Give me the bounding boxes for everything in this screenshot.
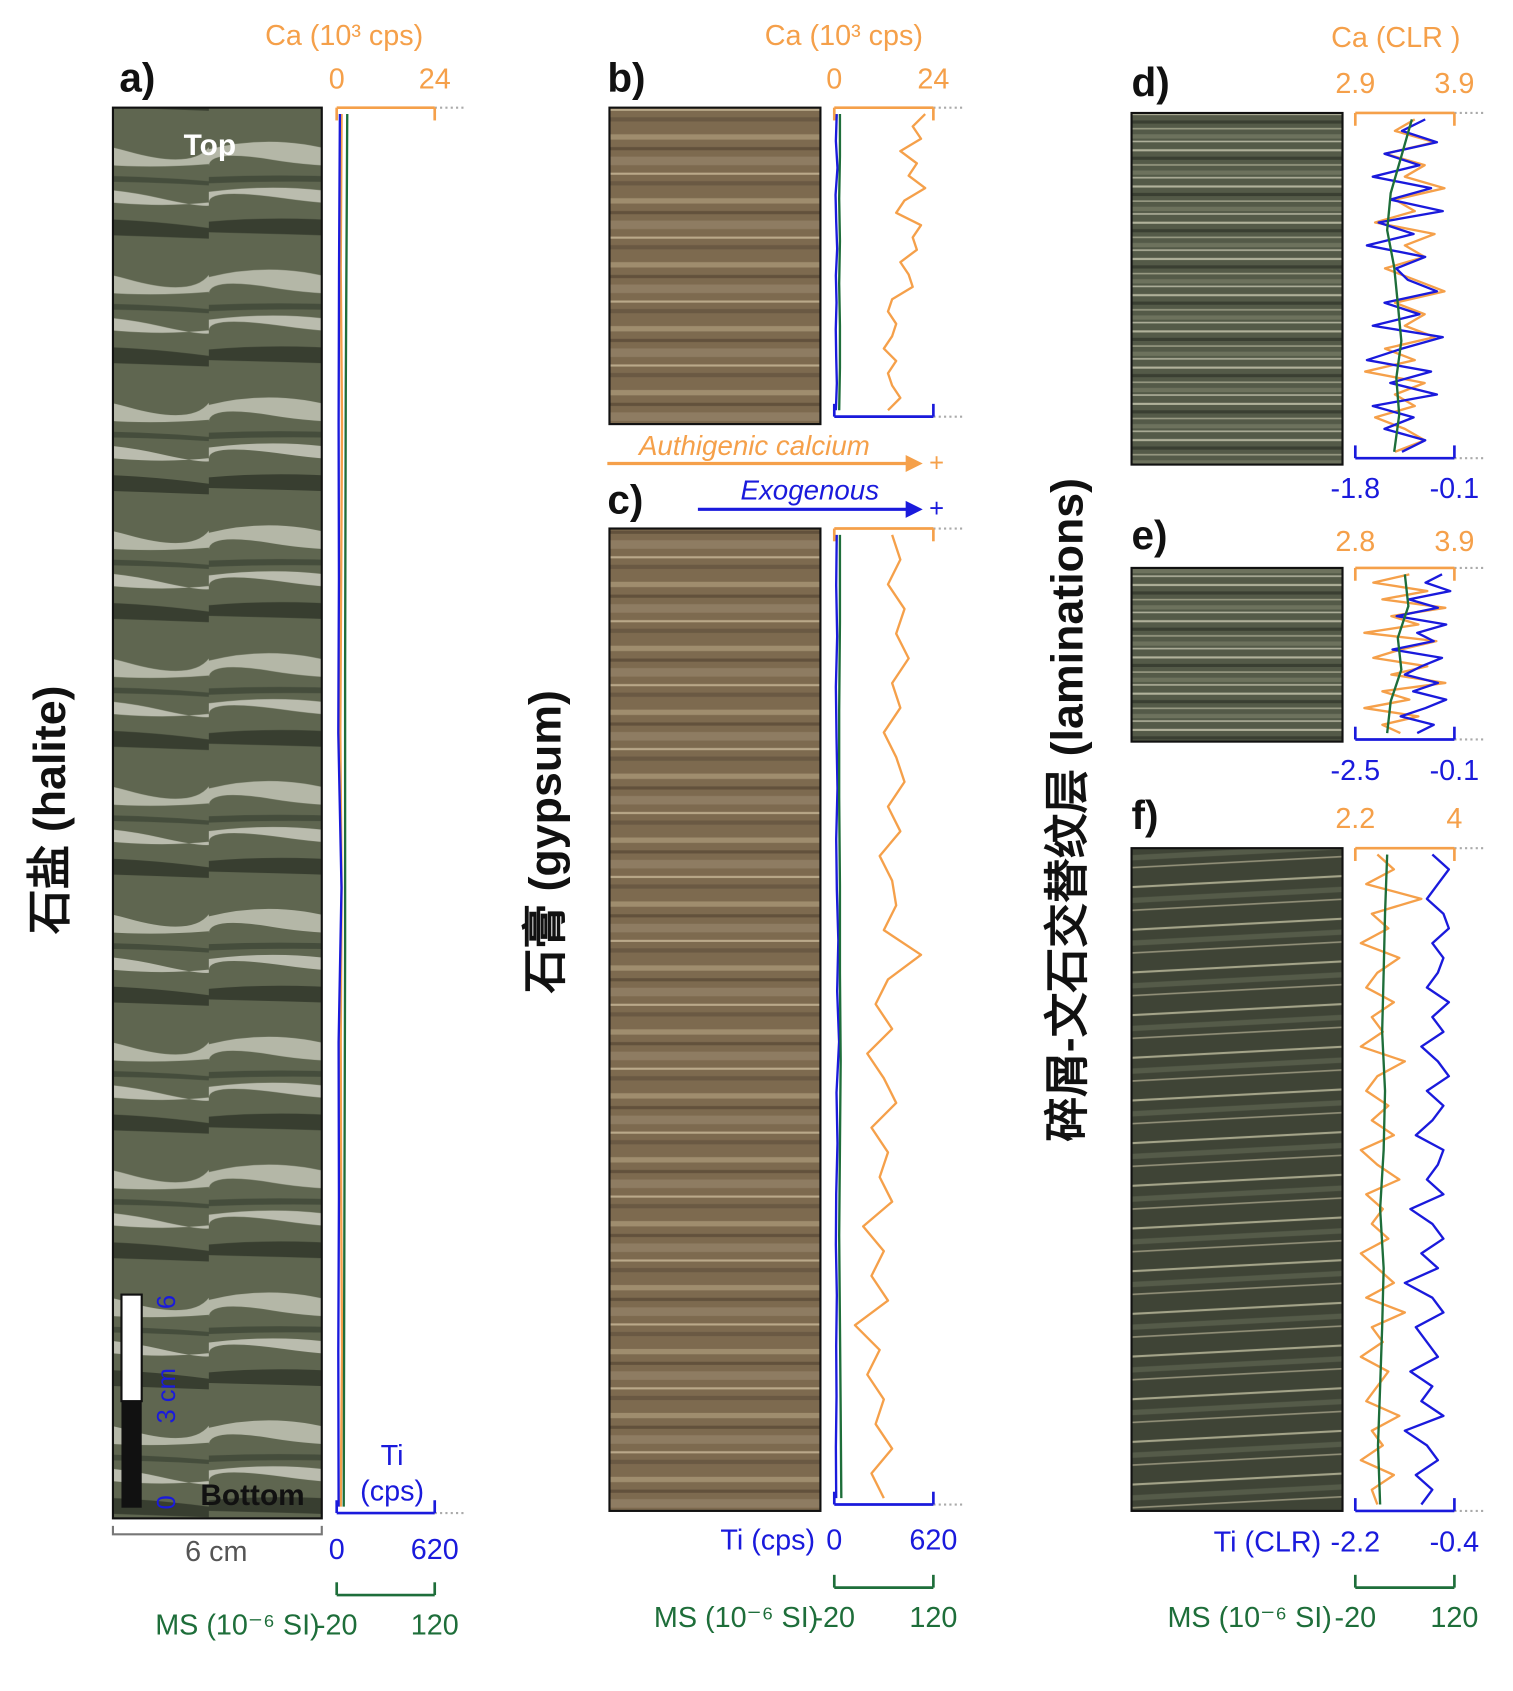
axis-title: MS (10⁻⁶ SI)	[155, 1610, 319, 1642]
tick-label: -20	[1335, 1602, 1377, 1634]
tick-label: 620	[909, 1524, 957, 1556]
series-line	[1363, 573, 1447, 735]
tick-label: 2.2	[1335, 803, 1375, 835]
core-photo	[608, 527, 822, 1512]
series-line	[853, 534, 923, 1499]
scale-bar	[121, 1401, 142, 1508]
cores	[111, 106, 1344, 1520]
series-line	[1385, 119, 1414, 452]
series-line	[1365, 118, 1444, 453]
tick-label: 24	[917, 64, 949, 96]
series-line	[337, 114, 343, 1507]
core-photo	[608, 106, 822, 426]
series-line	[1359, 853, 1423, 1505]
tick-label: 120	[909, 1602, 957, 1634]
tick-label: -0.1	[1430, 755, 1480, 787]
tick-label: 3.9	[1434, 68, 1474, 100]
width-label: 6 cm	[185, 1536, 247, 1568]
arrow-head	[905, 500, 923, 518]
tick-label: 2.9	[1335, 68, 1375, 100]
scale-label: 0	[153, 1495, 181, 1509]
tick-label: -20	[813, 1602, 855, 1634]
panel-label: a)	[119, 55, 155, 101]
tick-label: -20	[316, 1610, 358, 1642]
tick-label: 120	[1430, 1602, 1478, 1634]
series-line	[838, 114, 842, 411]
tick-label: 2.8	[1335, 526, 1375, 558]
core-photo	[1130, 566, 1344, 743]
tick-label: -1.8	[1331, 473, 1381, 505]
tick-label: -0.4	[1430, 1527, 1480, 1559]
axis-title: Ca (CLR )	[1331, 22, 1460, 54]
tick-label: 4	[1446, 803, 1462, 835]
panel-label: d)	[1132, 59, 1170, 105]
arrow-plus: +	[929, 449, 944, 477]
axis-title: (cps)	[360, 1475, 424, 1507]
axis-title: Ti	[381, 1440, 404, 1472]
tick-label: 0	[329, 64, 345, 96]
panel-label: e)	[1132, 512, 1168, 558]
tick-label: 0	[329, 1534, 345, 1566]
series-line	[342, 114, 349, 1507]
tick-label: -0.1	[1430, 473, 1480, 505]
core-photo	[1130, 111, 1344, 466]
axis-title: Ti (cps)	[720, 1524, 815, 1556]
axis-title: Ca (10³ cps)	[265, 20, 423, 52]
tick-label: 3.9	[1434, 526, 1474, 558]
tick-label: -2.2	[1331, 1527, 1381, 1559]
tick-label: 620	[411, 1534, 459, 1566]
tick-label: 0	[826, 64, 842, 96]
panel-label: b)	[607, 55, 645, 101]
core-photo	[1130, 847, 1344, 1512]
tick-label: 24	[419, 64, 451, 96]
width-bracket	[111, 1525, 323, 1536]
side-label: 石膏 (gypsum)	[521, 690, 571, 994]
arrow-label: Authigenic calcium	[637, 430, 870, 461]
scale-label: 3 cm	[153, 1368, 181, 1423]
tick-label: -2.5	[1331, 755, 1381, 787]
series-line	[838, 534, 843, 1499]
arrow-head	[905, 454, 923, 473]
axis-title: Ca (10³ cps)	[765, 20, 923, 52]
core-photo	[111, 106, 323, 1520]
series-line	[1391, 573, 1452, 735]
series-line	[1376, 854, 1389, 1505]
bottom-label: Bottom	[200, 1479, 304, 1512]
axis-title: Ti (CLR)	[1214, 1527, 1322, 1559]
series-line	[1403, 853, 1451, 1506]
side-label: 石盐 (halite)	[25, 685, 75, 935]
panel-label: f)	[1132, 792, 1159, 838]
axis-title: MS (10⁻⁶ SI)	[1167, 1602, 1331, 1634]
series-line	[1386, 574, 1410, 734]
series-line	[834, 534, 841, 1499]
axis-title: MS (10⁻⁶ SI)	[654, 1602, 818, 1634]
series-line	[882, 113, 927, 412]
tick-label: 120	[411, 1610, 459, 1642]
panel-label: c)	[607, 477, 643, 523]
side-label: 碎屑-文石交替纹层 (laminations)	[1043, 478, 1093, 1142]
series-line	[834, 114, 839, 411]
scale-bar	[120, 1293, 143, 1403]
arrow-plus: +	[929, 495, 944, 523]
scale-label: 6	[153, 1295, 181, 1309]
tick-label: 0	[826, 1524, 842, 1556]
arrow-label: Exogenous	[741, 475, 880, 506]
top-label: Top	[184, 129, 236, 162]
